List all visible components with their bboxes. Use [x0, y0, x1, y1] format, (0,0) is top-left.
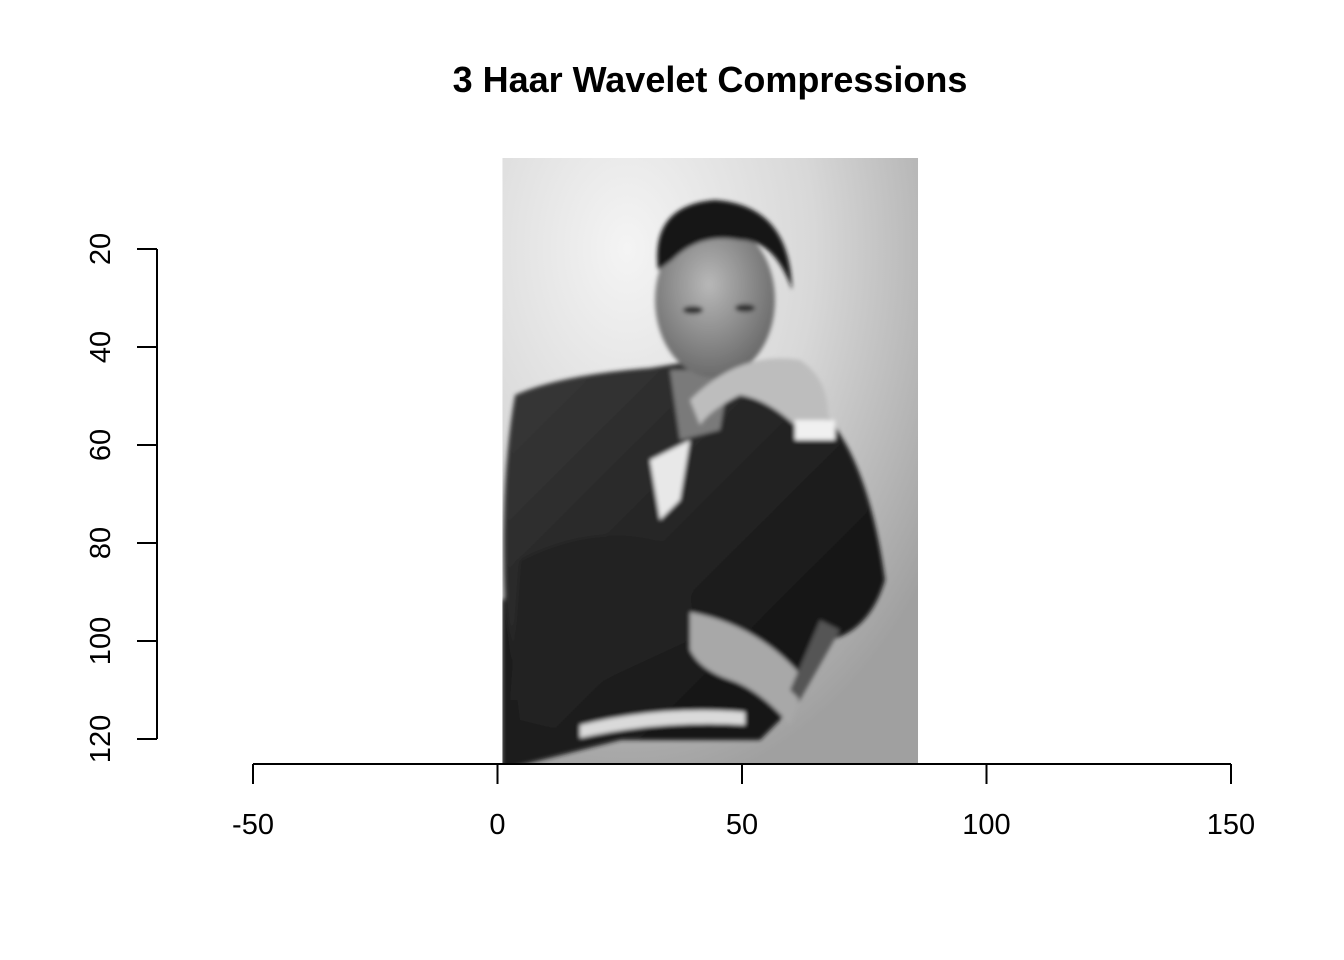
y-tick-label: 80 [85, 527, 117, 559]
x-axis: -50 0 50 100 150 [232, 763, 1255, 841]
y-tick-label: 40 [85, 331, 117, 363]
photo-leg [510, 535, 693, 700]
photo-face [655, 222, 775, 378]
x-tick-label: 50 [726, 809, 758, 841]
chart-title: 3 Haar Wavelet Compressions [453, 59, 968, 100]
x-tick-label: 0 [489, 809, 505, 841]
photo-eye-left [683, 306, 703, 314]
x-tick-label: 150 [1207, 809, 1255, 841]
y-tick-label: 20 [85, 233, 117, 265]
photo-chair-arm [580, 710, 745, 738]
y-axis: 20 40 60 80 100 120 [85, 233, 158, 763]
y-tick-label: 100 [85, 617, 117, 665]
photo-hand-chin [690, 358, 829, 430]
y-tick-label: 60 [85, 429, 117, 461]
photo-eye-right [735, 304, 755, 312]
photo-chair-back [790, 620, 840, 700]
photo-hand-knee [690, 612, 805, 725]
photo-image [502, 158, 919, 764]
x-tick-label: 100 [962, 809, 1010, 841]
y-tick-label: 120 [85, 715, 117, 763]
photo-shirt [650, 440, 690, 520]
x-tick-label: -50 [232, 809, 274, 841]
photo-cuff [795, 420, 835, 440]
photo-hair [657, 200, 792, 290]
